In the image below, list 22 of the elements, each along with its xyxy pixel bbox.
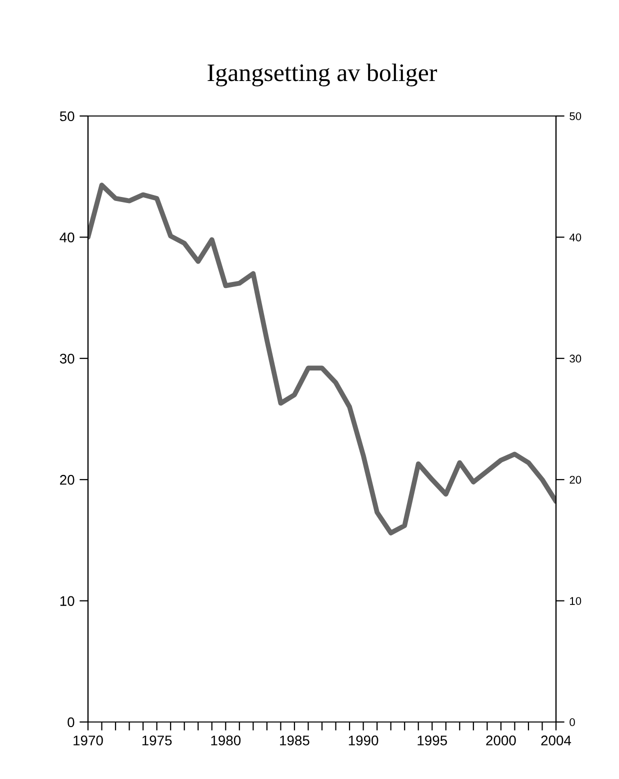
y2-tick-label: 0 xyxy=(570,718,575,726)
x-tick-label: 1995 xyxy=(418,736,447,746)
y2-tick-label: 30 xyxy=(570,354,582,363)
line-series xyxy=(88,182,556,536)
y-tick-label: 40 xyxy=(60,232,74,242)
y2-tick-label: 40 xyxy=(569,233,582,242)
x-tick-label: 1970 xyxy=(74,736,103,746)
x-tick-label: 1990 xyxy=(348,736,378,746)
y2-tick-label: 50 xyxy=(570,112,582,120)
chart-title: Igangsetting av boliger xyxy=(208,64,438,86)
y2-tick-label: 10 xyxy=(570,597,582,605)
y-tick-label: 0 xyxy=(68,717,74,728)
y2-tick-label: 20 xyxy=(570,476,582,484)
y-tick-label: 50 xyxy=(60,111,74,122)
x-tick-label: 1980 xyxy=(211,736,241,746)
x-tick-label: 2000 xyxy=(486,736,516,746)
y-tick-label: 10 xyxy=(60,596,74,606)
x-tick-label: 1985 xyxy=(280,736,310,746)
x-tick-label: 2004 xyxy=(541,736,572,746)
y-tick-label: 30 xyxy=(60,354,74,364)
y-tick-label: 20 xyxy=(60,474,74,485)
x-tick-label: 1975 xyxy=(142,736,172,746)
